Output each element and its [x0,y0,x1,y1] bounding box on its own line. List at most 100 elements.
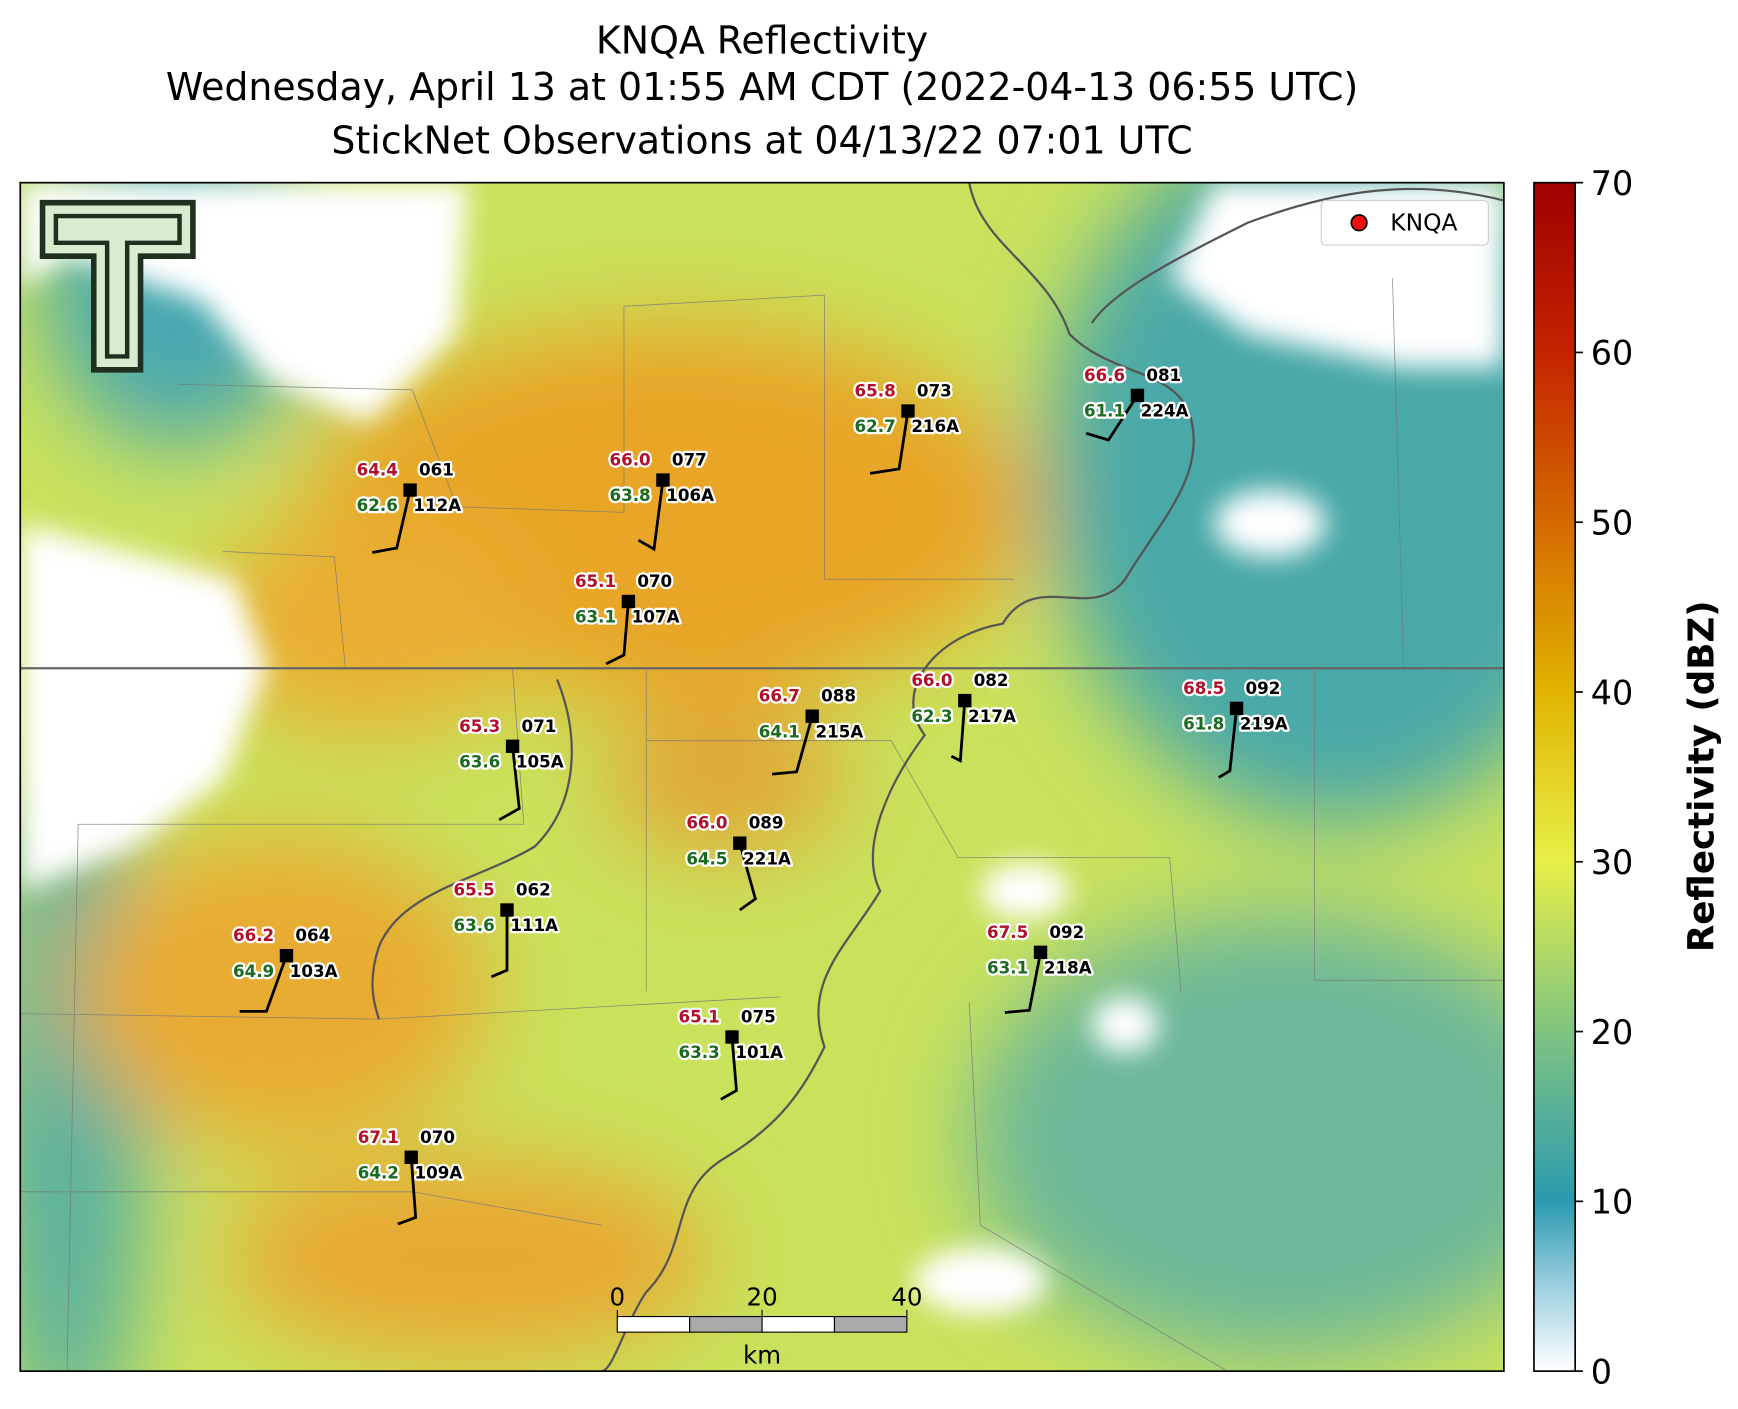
pressure-code: 092 [1049,922,1084,942]
wind-barb [720,1036,738,1101]
pressure-code: 070 [637,571,672,591]
temperature: 65.8 [855,381,896,401]
wind-barb [771,715,814,776]
scale-segment [833,1315,908,1333]
temperature: 66.0 [911,670,952,690]
dewpoint: 64.2 [358,1162,399,1182]
station-marker [621,594,636,609]
station-id: 112A [413,495,461,515]
station: 66.0 082 62.3 217A [909,668,1018,763]
station-marker [901,404,915,418]
station-marker [733,836,747,850]
station: 65.3 071 63.6 105A [457,714,566,821]
station-id: 107A [632,607,680,627]
station: 66.0 077 63.8 106A [607,447,716,552]
station-id: 218A [1044,957,1092,977]
colorbar-ramp [1533,181,1577,1372]
wind-barb [950,700,967,763]
logo [39,199,196,373]
station: 68.5 092 61.8 219A [1181,676,1290,779]
temperature: 66.0 [609,450,650,470]
station: 67.5 092 63.1 218A [985,920,1094,1014]
station-id: 216A [911,416,959,436]
scale-segment [761,1315,836,1333]
wind-barb [1004,952,1042,1014]
colorbar-tick-label: 10 [1591,1183,1634,1222]
dewpoint: 63.1 [987,957,1028,977]
scale-bar: 0 20 40 km [609,1282,922,1369]
pressure-code: 061 [419,460,454,480]
station-marker [725,1030,739,1044]
map-frame [19,181,1505,1372]
station: 65.5 062 63.6 111A [451,877,560,979]
station-id: 106A [666,485,714,505]
dewpoint: 62.3 [911,706,952,726]
station: 66.2 064 64.9 103A [231,923,340,1013]
pressure-code: 081 [1146,365,1181,385]
colorbar-tick-label: 0 [1591,1352,1612,1391]
legend: KNQA [1320,199,1489,246]
colorbar-tick-label: 50 [1591,503,1634,542]
wind-barb [371,489,412,554]
station: 65.8 073 62.7 216A [852,378,961,475]
pressure-code: 073 [917,381,952,401]
wind-barb [869,410,910,475]
pressure-code: 082 [974,670,1009,690]
station-marker [500,903,514,917]
scale-tick-label: 20 [746,1282,777,1311]
station-id: 111A [510,915,558,935]
station-id: 224A [1141,401,1189,421]
colorbar: 0 10 20 30 40 50 60 70 Reflectivity (dBZ) [1533,164,1722,1391]
stations: 64.4 061 62.6 112A 66.0 077 63.8 106A 65.8 073 62.… [231,363,1290,1226]
station-id: 105A [516,751,564,771]
temperature: 65.3 [459,716,500,736]
colorbar-tick-label: 70 [1591,164,1634,203]
title-line: KNQA Reflectivity [596,18,928,62]
wind-barb [490,910,509,979]
station-marker [404,1150,418,1164]
wind-barb [605,601,630,666]
dewpoint: 64.5 [686,848,727,868]
station-marker [1229,701,1244,716]
dewpoint: 62.6 [357,495,398,515]
temperature: 66.2 [233,925,274,945]
wind-barb [498,746,521,821]
station: 65.1 070 63.1 107A [573,569,682,666]
dewpoint: 64.9 [233,961,274,981]
station-id: 103A [290,961,338,981]
pressure-code: 071 [521,716,556,736]
station: 65.1 075 63.3 101A [676,1004,785,1101]
station-marker [505,739,520,753]
station-marker [656,473,670,487]
station-marker [958,693,972,708]
dewpoint: 61.1 [1084,401,1125,421]
pressure-code: 070 [420,1127,455,1147]
title-line: StickNet Observations at 04/13/22 07:01 … [331,119,1192,163]
wind-barb [1218,708,1238,779]
station-marker [403,483,417,497]
temperature: 64.4 [357,460,398,480]
dewpoint: 63.3 [679,1042,720,1062]
dewpoint: 64.1 [759,721,800,741]
colorbar-tick-label: 40 [1591,673,1634,712]
temperature: 65.1 [679,1006,720,1026]
temperature: 66.6 [1084,365,1125,385]
dewpoint: 62.7 [855,416,896,436]
station-id: 219A [1240,714,1288,734]
station-marker [1033,945,1048,960]
scale-segment [616,1315,691,1333]
colorbar-tick-label: 30 [1591,843,1634,882]
colorbar-label: Reflectivity (dBZ) [1681,601,1722,953]
station-id: 215A [816,721,864,741]
scale-tick-label: 40 [891,1282,922,1311]
dewpoint: 61.8 [1183,714,1224,734]
station-marker [1130,388,1145,403]
temperature: 65.1 [575,571,616,591]
pressure-code: 062 [516,880,551,900]
legend-marker [1350,214,1368,232]
wind-barb [738,842,757,912]
temperature: 65.5 [454,880,495,900]
station-marker [279,948,294,963]
